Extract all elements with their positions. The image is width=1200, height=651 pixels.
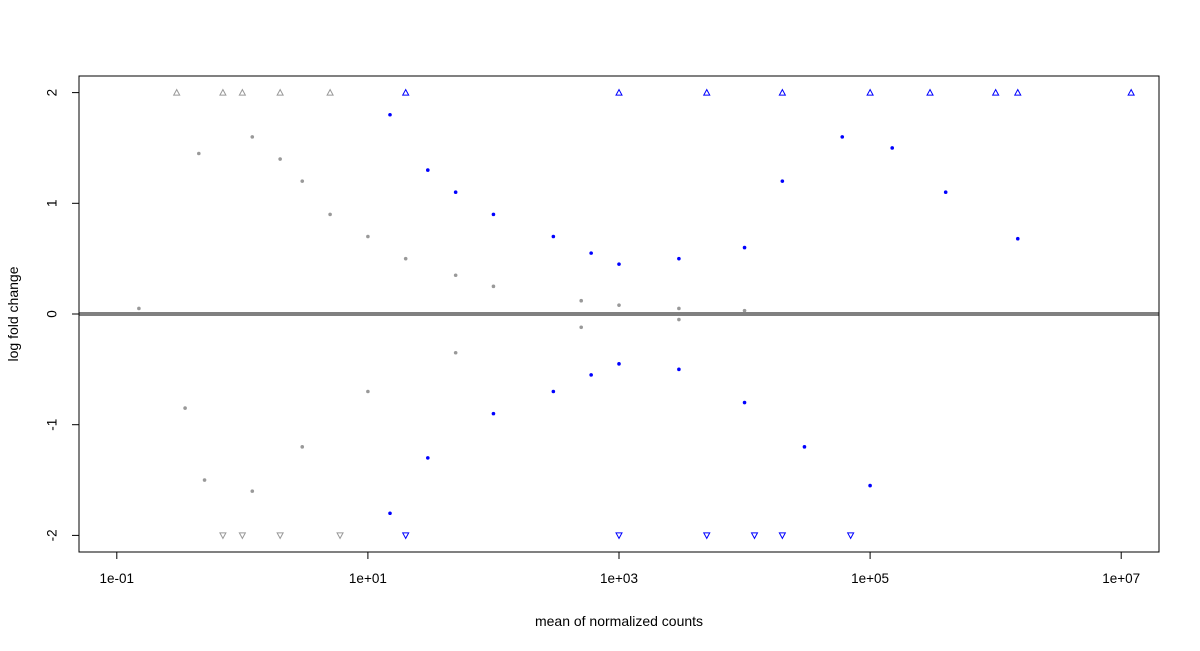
y-tick-label: -1 [45,419,60,431]
data-point [677,367,681,372]
capped-point-down [846,532,855,540]
y-tick-label: 2 [45,89,60,97]
capped-point-down [219,532,227,540]
capped-point-down [615,532,623,540]
capped-point-up [702,88,711,96]
data-point [677,317,681,322]
capped-point-up [1127,88,1135,96]
points-layer [137,88,1135,540]
data-point [742,245,747,250]
data-point [617,303,621,307]
data-point [802,445,807,449]
x-axis-label: mean of normalized counts [535,613,703,629]
x-tick-label: 1e+07 [1102,571,1140,586]
y-axis-label: log fold change [5,266,21,361]
capped-point-down [238,532,247,540]
data-point [491,284,496,289]
data-point [551,234,556,239]
data-point [453,273,458,278]
capped-point-up [401,88,410,96]
data-point [491,212,496,217]
data-point [183,406,187,410]
capped-point-up [778,88,787,96]
y-axis: -2 -1 0 1 2 [45,89,80,541]
data-point [677,306,681,311]
capped-point-up [219,88,227,96]
data-point [403,256,408,261]
x-tick-label: 1e+01 [349,571,387,586]
y-tick-label: 0 [45,310,60,318]
data-point [677,256,681,261]
capped-point-up [1013,88,1022,96]
data-point [250,135,255,139]
capped-point-down [336,532,344,540]
data-point [1015,236,1020,241]
capped-point-down [702,532,711,540]
data-point [868,483,872,488]
capped-point-down [750,532,759,540]
y-tick-label: -2 [45,529,60,541]
y-tick-label: 1 [45,200,60,208]
data-point [579,298,584,303]
capped-point-down [778,532,787,540]
data-point [202,478,207,482]
capped-point-down [401,532,410,540]
data-point [890,146,895,150]
data-point [426,456,430,460]
data-point [388,112,392,117]
data-point [551,389,556,394]
capped-point-down [276,532,284,540]
data-point [491,411,496,416]
data-point [453,190,458,195]
data-point [300,445,305,449]
data-point [742,308,747,313]
data-point [278,157,282,161]
data-point [453,350,458,355]
data-point [366,389,370,394]
data-point [300,179,305,183]
data-point [197,151,201,156]
data-point [579,325,584,330]
data-point [943,190,948,195]
data-point [742,400,747,405]
data-point [617,362,621,366]
data-point [780,179,785,183]
x-tick-label: 1e+05 [851,571,889,586]
data-point [840,135,845,139]
capped-point-up [926,88,934,96]
data-point [366,234,370,239]
data-point [328,212,332,217]
capped-point-up [238,88,247,96]
data-point [250,489,255,493]
data-point [426,168,430,172]
x-axis: 1e-01 1e+01 1e+03 1e+05 1e+07 [100,551,1140,586]
capped-point-up [326,88,334,96]
data-point [617,262,621,266]
data-point [589,251,593,255]
capped-point-up [991,88,1000,96]
capped-point-up [276,88,284,96]
capped-point-up [615,88,623,96]
data-point [589,373,593,377]
data-point [388,511,392,516]
data-point [137,306,141,311]
x-tick-label: 1e-01 [100,571,135,586]
x-tick-label: 1e+03 [600,571,638,586]
capped-point-up [172,88,181,96]
capped-point-up [866,88,874,96]
